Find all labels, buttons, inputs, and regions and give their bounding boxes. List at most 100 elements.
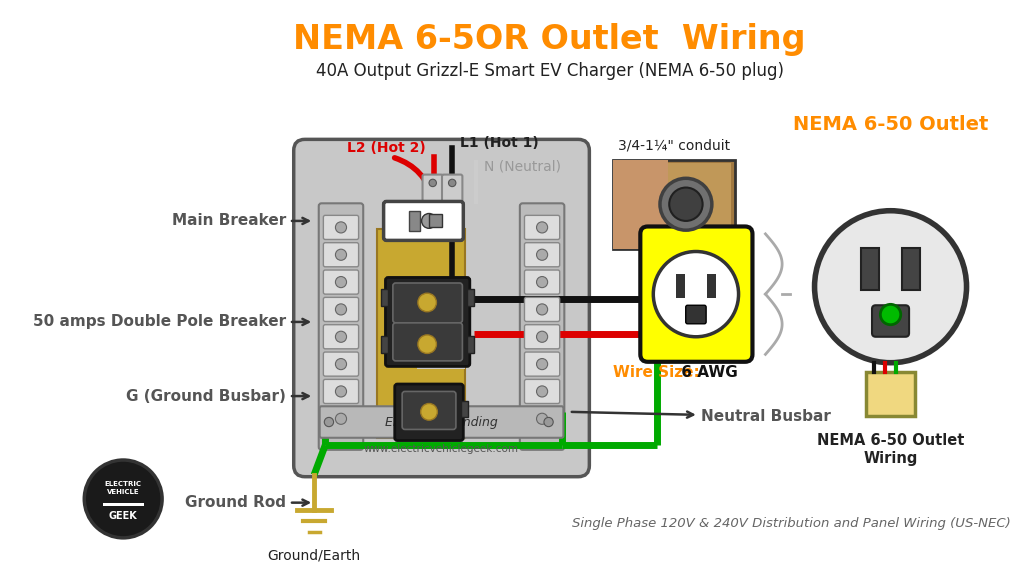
FancyBboxPatch shape <box>324 407 358 431</box>
Circle shape <box>336 222 346 233</box>
FancyBboxPatch shape <box>324 297 358 321</box>
FancyBboxPatch shape <box>393 283 463 323</box>
Circle shape <box>544 418 553 427</box>
FancyBboxPatch shape <box>524 352 560 376</box>
Text: Ground/Earth: Ground/Earth <box>267 549 360 563</box>
FancyBboxPatch shape <box>319 406 563 438</box>
FancyBboxPatch shape <box>423 175 443 204</box>
Circle shape <box>653 252 738 337</box>
Bar <box>902 248 921 290</box>
Circle shape <box>418 335 436 354</box>
Text: N (Neutral): N (Neutral) <box>483 159 561 173</box>
Bar <box>467 290 474 306</box>
FancyBboxPatch shape <box>393 323 463 361</box>
FancyBboxPatch shape <box>324 270 358 294</box>
Circle shape <box>336 304 346 315</box>
Bar <box>467 336 474 353</box>
Circle shape <box>336 276 346 287</box>
FancyBboxPatch shape <box>524 297 560 321</box>
Circle shape <box>418 293 436 312</box>
Circle shape <box>336 249 346 260</box>
FancyBboxPatch shape <box>324 352 358 376</box>
Circle shape <box>429 179 436 187</box>
FancyBboxPatch shape <box>324 242 358 267</box>
FancyBboxPatch shape <box>520 203 564 450</box>
FancyBboxPatch shape <box>524 407 560 431</box>
Circle shape <box>336 331 346 342</box>
Text: 3/4-1¼" conduit: 3/4-1¼" conduit <box>617 138 730 152</box>
Bar <box>417 302 465 327</box>
Circle shape <box>336 413 346 425</box>
FancyBboxPatch shape <box>394 384 463 441</box>
Text: L1 (Hot 1): L1 (Hot 1) <box>460 136 539 150</box>
Circle shape <box>449 179 456 187</box>
Text: ELECTRIC
VEHICLE: ELECTRIC VEHICLE <box>104 481 141 495</box>
FancyBboxPatch shape <box>318 203 364 450</box>
Circle shape <box>537 331 548 342</box>
FancyBboxPatch shape <box>686 305 707 324</box>
Circle shape <box>537 276 548 287</box>
Circle shape <box>537 386 548 397</box>
FancyBboxPatch shape <box>524 380 560 404</box>
Text: NEMA 6-50 Outlet
Wiring: NEMA 6-50 Outlet Wiring <box>817 433 965 465</box>
FancyBboxPatch shape <box>524 242 560 267</box>
Text: L2 (Hot 2): L2 (Hot 2) <box>347 141 426 155</box>
Text: www.electricvehiclegeek.com: www.electricvehiclegeek.com <box>365 444 519 454</box>
Circle shape <box>537 358 548 370</box>
FancyBboxPatch shape <box>442 175 463 204</box>
Bar <box>861 248 880 290</box>
FancyBboxPatch shape <box>872 305 909 337</box>
Bar <box>377 229 465 438</box>
Bar <box>409 211 420 231</box>
Circle shape <box>660 179 712 230</box>
FancyBboxPatch shape <box>384 202 463 240</box>
Text: NEMA 6-50 Outlet: NEMA 6-50 Outlet <box>793 115 988 134</box>
Text: Single Phase 120V & 240V Distribution and Panel Wiring (US-NEC): Single Phase 120V & 240V Distribution an… <box>572 517 1011 530</box>
Circle shape <box>336 386 346 397</box>
Text: NEMA 6-5OR Outlet  Wiring: NEMA 6-5OR Outlet Wiring <box>293 23 806 56</box>
Text: 40A Output Grizzl-E Smart EV Charger (NEMA 6-50 plug): 40A Output Grizzl-E Smart EV Charger (NE… <box>315 62 783 80</box>
Bar <box>381 290 388 306</box>
Bar <box>866 372 914 416</box>
Text: G (Ground Busbar): G (Ground Busbar) <box>126 389 308 404</box>
Circle shape <box>537 413 548 425</box>
Circle shape <box>814 211 967 363</box>
FancyBboxPatch shape <box>385 278 470 366</box>
Bar <box>707 274 717 298</box>
FancyBboxPatch shape <box>324 325 358 349</box>
Circle shape <box>537 222 548 233</box>
Bar <box>417 344 465 369</box>
FancyBboxPatch shape <box>524 270 560 294</box>
FancyBboxPatch shape <box>402 392 456 430</box>
FancyBboxPatch shape <box>324 380 358 404</box>
FancyBboxPatch shape <box>524 215 560 240</box>
Bar <box>612 160 668 249</box>
Circle shape <box>537 249 548 260</box>
Text: Wire Size:: Wire Size: <box>612 365 699 380</box>
Text: GEEK: GEEK <box>109 511 137 521</box>
Bar <box>461 401 468 418</box>
Bar <box>102 503 143 506</box>
Bar <box>676 274 685 298</box>
Text: Main Breaker: Main Breaker <box>172 214 308 229</box>
Bar <box>429 214 442 228</box>
FancyBboxPatch shape <box>524 325 560 349</box>
Circle shape <box>881 304 901 325</box>
Circle shape <box>537 304 548 315</box>
Circle shape <box>325 418 334 427</box>
Circle shape <box>421 404 437 420</box>
Text: Ground Rod: Ground Rod <box>185 495 308 510</box>
Circle shape <box>84 460 162 538</box>
Bar <box>616 164 731 245</box>
Text: Neutral Busbar: Neutral Busbar <box>571 409 831 424</box>
Circle shape <box>422 214 436 228</box>
Bar <box>381 336 388 353</box>
Text: Electrical Bonding: Electrical Bonding <box>385 415 498 429</box>
FancyBboxPatch shape <box>294 139 590 477</box>
Text: 50 amps Double Pole Breaker: 50 amps Double Pole Breaker <box>33 314 308 329</box>
Circle shape <box>670 188 702 221</box>
FancyBboxPatch shape <box>324 215 358 240</box>
Bar <box>612 160 735 249</box>
FancyBboxPatch shape <box>640 226 753 362</box>
Text: 6 AWG: 6 AWG <box>676 365 737 380</box>
